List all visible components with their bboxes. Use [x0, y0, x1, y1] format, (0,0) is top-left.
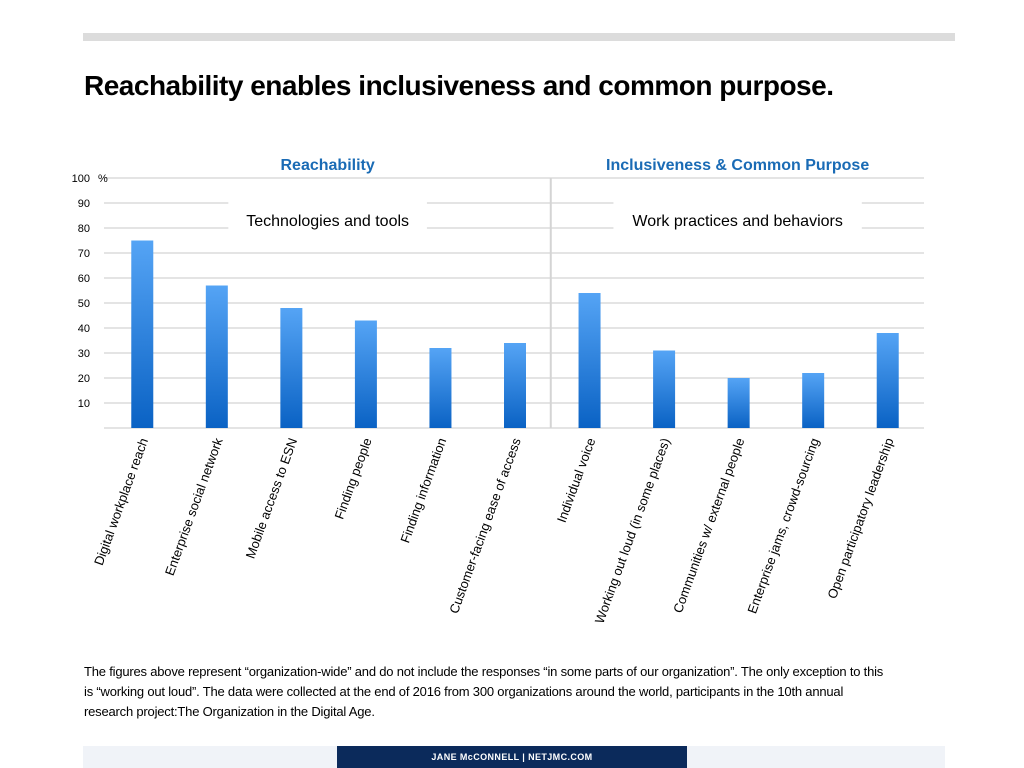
x-category-label: Customer-facing ease of access [446, 435, 524, 615]
group-subtitle: Work practices and behaviors [632, 213, 842, 230]
y-tick-label: 80 [78, 223, 90, 235]
bar [727, 378, 750, 428]
bar [504, 343, 526, 428]
bar [131, 240, 154, 428]
group-subtitle-backing [228, 196, 427, 240]
group-title: Reachability [281, 157, 375, 174]
x-category-label: Communities w/ external people [670, 436, 747, 615]
bar [578, 293, 601, 428]
bar [876, 333, 899, 428]
x-category-label: Enterprise social network [162, 435, 226, 577]
y-tick-label: 30 [78, 348, 90, 360]
page-title: Reachability enables inclusiveness and c… [84, 70, 834, 101]
y-tick-label: 70 [78, 248, 90, 260]
y-tick-label: 40 [78, 323, 90, 335]
group-subtitle: Technologies and tools [246, 213, 409, 230]
y-tick-label: 20 [78, 373, 90, 385]
y-tick-label: 90 [78, 198, 90, 210]
x-category-label: Enterprise jams, crowd-sourcing [744, 436, 822, 616]
group-subtitle-backing [613, 196, 862, 240]
y-tick-label: 10 [78, 398, 90, 410]
y-tick-label: 50 [78, 298, 90, 310]
x-category-label: Finding people [331, 436, 374, 521]
x-category-label: Individual voice [554, 436, 598, 525]
group-title: Inclusiveness & Common Purpose [606, 157, 869, 174]
x-category-label: Digital workplace reach [91, 436, 151, 567]
footer-credit: JANE McCONNELL | NETJMC.COM [337, 746, 687, 768]
x-category-label: Mobile access to ESN [243, 436, 301, 561]
x-category-label: Finding information [397, 436, 449, 545]
top-rule [83, 33, 955, 41]
y-tick-label: 60 [78, 273, 90, 285]
x-category-label: Open participatory leadership [824, 436, 896, 601]
footnote: The figures above represent “organizatio… [84, 664, 884, 719]
bar [653, 350, 676, 428]
bar-chart: 10 20 30 40 50 60 70 80 90 100 % Reachability Techno… [72, 157, 924, 626]
x-category-label: Working out loud (in some places) [592, 436, 673, 626]
bar [354, 320, 377, 428]
bar [205, 285, 228, 428]
bar [802, 373, 825, 428]
bar [280, 308, 303, 428]
y-axis-unit-label: % [98, 173, 108, 185]
y-tick-label: 100 [72, 173, 90, 185]
bar [429, 348, 452, 428]
